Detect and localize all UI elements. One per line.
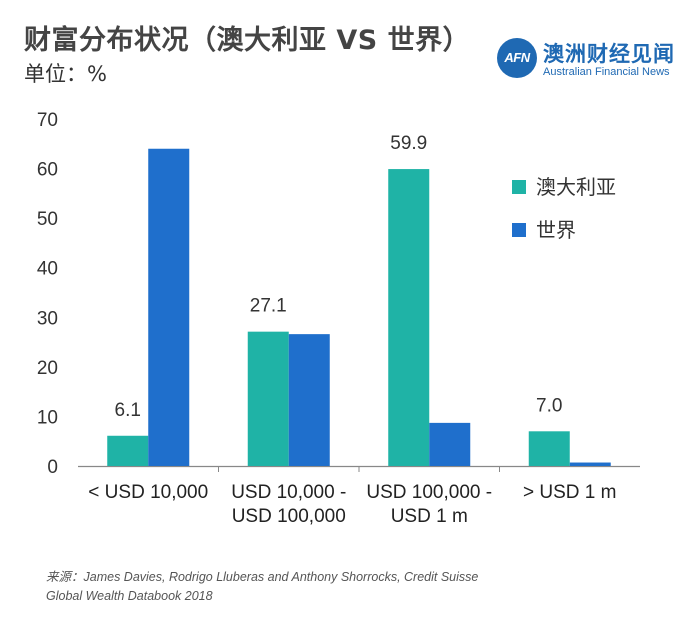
logo-name-en: Australian Financial News [543,66,670,78]
legend-label: 澳大利亚 [536,176,616,199]
y-tick-label: 70 [37,110,58,131]
y-tick-label: 50 [37,209,58,230]
data-label: 59.9 [390,133,427,154]
y-tick-label: 20 [37,358,58,379]
x-category-label: > USD 1 m [523,482,616,503]
source-line-1: 来源：James Davies, Rodrigo Lluberas and An… [46,570,479,584]
y-tick-label: 30 [37,308,58,329]
x-category-label-line: < USD 10,000 [88,482,208,503]
chart-title: 财富分布状况（澳大利亚 VS 世界） [24,25,471,56]
bar [388,169,430,466]
bar [107,435,149,466]
y-tick-label: 10 [37,407,58,428]
bar [288,334,330,466]
x-category-label-line: USD 1 m [391,506,468,527]
bar-chart: 0 10 20 30 40 50 60 70 6.1 < USD 10,000 27.1 USD 10… [37,110,640,527]
x-category-label-line: USD 100,000 - [366,482,492,503]
bar [148,148,190,466]
y-tick-label: 0 [47,457,58,478]
x-category-label: USD 10,000 - USD 100,000 [231,482,346,527]
data-label: 27.1 [250,296,287,317]
unit-label: 单位：% [24,62,107,86]
x-category-label-line: > USD 1 m [523,482,616,503]
data-label: 6.1 [115,400,141,421]
x-category-label: USD 100,000 - USD 1 m [366,482,492,527]
x-category-label-line: USD 100,000 [232,506,346,527]
afn-logo-icon: AFN [497,38,537,78]
bar [569,462,611,466]
legend-label: 世界 [536,219,576,242]
y-tick-label: 60 [37,160,58,181]
source-note: 来源：James Davies, Rodrigo Lluberas and An… [46,568,606,606]
data-label: 7.0 [536,395,562,416]
y-tick-label: 40 [37,259,58,280]
legend-swatch [512,223,526,237]
x-category-label: < USD 10,000 [88,482,208,503]
bar [528,431,570,466]
source-line-2: Global Wealth Databook 2018 [46,589,213,603]
bar [429,422,471,466]
x-category-label-line: USD 10,000 - [231,482,346,503]
afn-logo: AFN 澳洲财经见闻 Australian Financial News [497,38,687,82]
bar [247,331,289,466]
legend-swatch [512,180,526,194]
logo-name-cn: 澳洲财经见闻 [543,42,675,66]
